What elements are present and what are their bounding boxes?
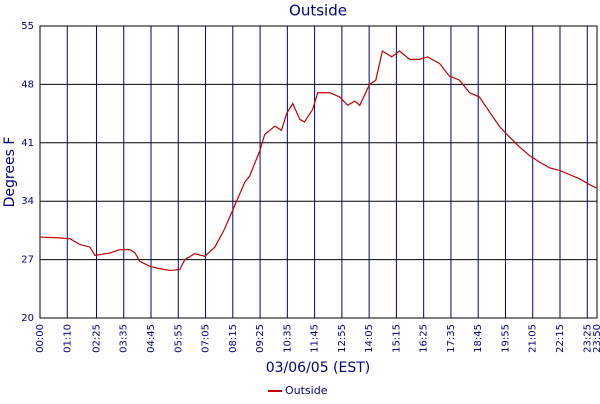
x-tick-label: 07:05 (201, 324, 212, 353)
y-tick-label: 20 (21, 313, 34, 324)
x-tick-label: 08:15 (228, 324, 239, 353)
x-tick-label: 19:55 (500, 324, 511, 353)
y-tick-label: 27 (21, 255, 34, 266)
x-tick-label: 00:00 (35, 324, 46, 353)
x-tick-label: 03:35 (119, 324, 130, 353)
plot-border (39, 25, 598, 319)
legend-label: Outside (285, 384, 328, 397)
y-tick-label: 41 (21, 138, 34, 149)
x-tick-label: 10:35 (282, 324, 293, 353)
y-axis-label: Degrees F (2, 137, 18, 208)
x-tick-label: 18:45 (473, 324, 484, 353)
x-tick-label: 01:10 (62, 324, 73, 353)
y-tick-label: 34 (21, 196, 34, 207)
x-tick-label: 21:05 (528, 324, 539, 353)
x-axis-label: 03/06/05 (EST) (266, 360, 371, 376)
y-tick-label: 55 (21, 21, 34, 32)
chart-title: Outside (289, 2, 347, 20)
x-tick-label: 04:45 (146, 324, 157, 353)
data-line (39, 50, 597, 272)
x-tick-label: 17:35 (446, 324, 457, 353)
x-tick-label: 23:25 (582, 324, 593, 353)
x-tick-label: 02:25 (91, 324, 102, 353)
x-tick-label: 09:25 (255, 324, 266, 353)
x-tick-label: 12:55 (337, 324, 348, 353)
y-tick-label: 48 (21, 79, 34, 90)
x-tick-label: 16:25 (419, 324, 430, 353)
x-tick-label: 23:50 (592, 324, 600, 353)
x-tick-label: 14:05 (364, 324, 375, 353)
x-tick-label: 05:55 (173, 324, 184, 353)
x-tick-label: 22:15 (555, 324, 566, 353)
x-tick-label: 11:45 (310, 324, 321, 353)
x-tick-label: 15:15 (391, 324, 402, 353)
